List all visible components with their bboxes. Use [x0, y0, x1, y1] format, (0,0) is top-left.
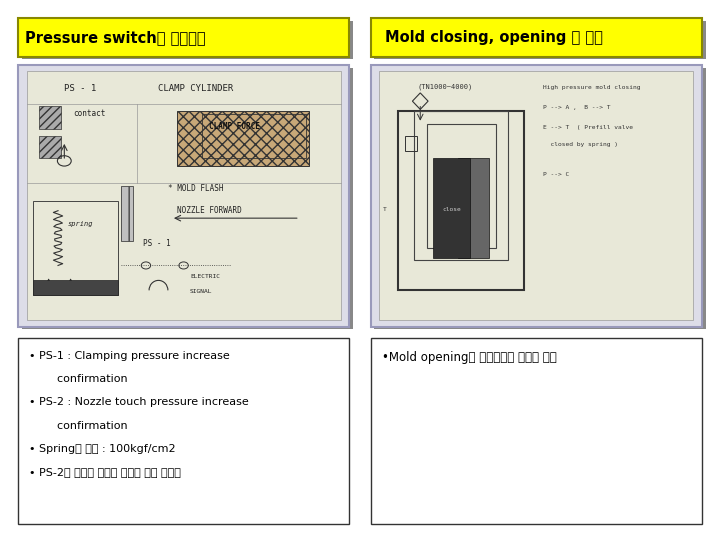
- Bar: [39, 136, 61, 158]
- Text: PS - 1: PS - 1: [64, 84, 96, 93]
- Bar: [405, 136, 417, 151]
- Text: NOZZLE FORWARD: NOZZLE FORWARD: [177, 206, 242, 215]
- Text: Mold closing, opening 의 원리: Mold closing, opening 의 원리: [385, 30, 603, 45]
- Bar: [433, 158, 470, 258]
- Bar: [33, 201, 117, 295]
- Text: closed by spring ): closed by spring ): [543, 142, 618, 147]
- Text: High pressure mold closing: High pressure mold closing: [543, 85, 640, 90]
- Bar: [177, 111, 309, 166]
- Bar: [39, 106, 61, 129]
- Text: E --> T  ( Prefill valve: E --> T ( Prefill valve: [543, 125, 633, 130]
- Bar: [374, 21, 706, 59]
- Bar: [33, 280, 117, 295]
- Text: • PS-2 : Nozzle touch pressure increase: • PS-2 : Nozzle touch pressure increase: [29, 397, 248, 408]
- Text: confirmation: confirmation: [29, 421, 127, 431]
- Text: (TN1000~4000): (TN1000~4000): [417, 84, 472, 90]
- Text: confirmation: confirmation: [29, 374, 127, 384]
- Bar: [18, 338, 349, 524]
- Text: • PS-2가 작으면 사출시 노즐이 뒤로 밀린다: • PS-2가 작으면 사출시 노즐이 뒤로 밀린다: [29, 467, 181, 477]
- Text: SIGNAL: SIGNAL: [190, 289, 212, 294]
- Bar: [426, 124, 495, 248]
- Bar: [202, 113, 306, 158]
- Bar: [22, 68, 353, 329]
- Bar: [458, 158, 490, 258]
- Bar: [22, 21, 353, 59]
- Text: P --> C: P --> C: [543, 172, 569, 177]
- Bar: [18, 65, 349, 327]
- Text: • Spring의 강도 : 100kgf/cm2: • Spring의 강도 : 100kgf/cm2: [29, 444, 176, 454]
- Text: P --> A ,  B --> T: P --> A , B --> T: [543, 105, 610, 110]
- Bar: [371, 338, 702, 524]
- Text: •Mold opening의 작동원리는 반대로 작동: •Mold opening의 작동원리는 반대로 작동: [382, 351, 557, 364]
- Text: close: close: [442, 207, 461, 212]
- Text: CLAMP FORCE: CLAMP FORCE: [209, 122, 260, 131]
- Bar: [414, 111, 508, 260]
- Text: PS - 1: PS - 1: [143, 239, 171, 247]
- Text: spring: spring: [68, 221, 93, 227]
- Bar: [27, 71, 341, 320]
- Text: Pressure switch의 작동원리: Pressure switch의 작동원리: [25, 30, 206, 45]
- Bar: [371, 65, 702, 327]
- Bar: [121, 186, 133, 240]
- Bar: [379, 71, 693, 320]
- Text: CLAMP CYLINDER: CLAMP CYLINDER: [158, 84, 234, 93]
- Bar: [371, 18, 702, 57]
- Bar: [18, 18, 349, 57]
- Text: contact: contact: [73, 109, 106, 118]
- Bar: [374, 68, 706, 329]
- Text: T: T: [382, 207, 387, 212]
- Text: * MOLD FLASH: * MOLD FLASH: [168, 184, 223, 193]
- Text: ELECTRIC: ELECTRIC: [190, 274, 220, 279]
- Bar: [398, 111, 524, 291]
- Text: • PS-1 : Clamping pressure increase: • PS-1 : Clamping pressure increase: [29, 351, 230, 361]
